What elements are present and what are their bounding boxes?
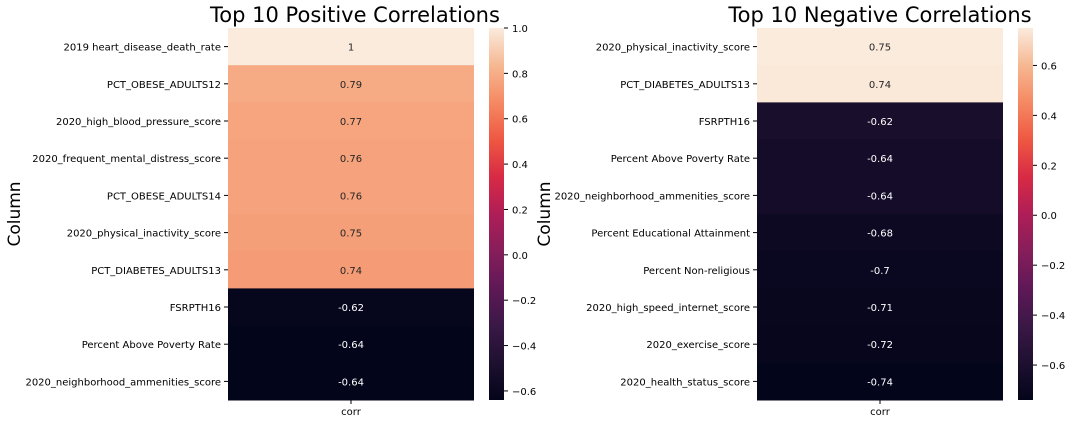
heatmap-cell — [757, 251, 1003, 289]
cell-annotation: 0.79 — [340, 80, 362, 91]
colorbar — [1018, 28, 1033, 400]
heatmap-cell — [228, 102, 474, 141]
heatmap-cell — [757, 362, 1003, 401]
y-tick-label: 2020_physical_inactivity_score — [596, 43, 750, 54]
cell-annotation: -0.72 — [867, 340, 893, 351]
y-tick-label: 2020_high_blood_pressure_score — [56, 117, 221, 128]
heatmap-cell — [757, 102, 1003, 141]
heatmap-cell — [228, 139, 474, 178]
chart-title: Top 10 Negative Correlations — [727, 3, 1031, 27]
x-tick-label: corr — [341, 407, 362, 418]
colorbar-tick-label: 0.4 — [512, 160, 528, 171]
y-tick-label: PCT_OBESE_ADULTS12 — [107, 80, 221, 91]
heatmap-cell — [228, 288, 474, 327]
heatmap-cell — [757, 214, 1003, 252]
heatmap-cell — [757, 65, 1003, 103]
y-tick-label: Percent Educational Attainment — [591, 229, 750, 240]
cell-annotation: 0.76 — [340, 191, 362, 202]
y-tick-label: FSRPTH16 — [170, 303, 221, 314]
colorbar-tick-label: 0.2 — [1041, 161, 1057, 172]
y-tick-label: FSRPTH16 — [699, 117, 750, 128]
y-tick-label: Percent Above Poverty Rate — [611, 154, 750, 165]
cell-annotation: 0.74 — [869, 80, 891, 91]
y-axis-label: Column — [535, 181, 555, 246]
colorbar-tick-label: 0.8 — [512, 69, 528, 80]
cell-annotation: -0.64 — [867, 154, 893, 165]
colorbar-tick-label: 0.0 — [1041, 211, 1057, 222]
heatmap-cell — [228, 176, 474, 215]
heatmap-cell — [757, 176, 1003, 215]
y-tick-label: 2020_exercise_score — [646, 340, 750, 351]
colorbar-tick-label: −0.2 — [1041, 261, 1065, 272]
cell-annotation: -0.62 — [867, 117, 893, 128]
x-tick-label: corr — [870, 407, 891, 418]
heatmap-cell — [757, 325, 1003, 364]
cell-annotation: 1 — [348, 43, 354, 54]
y-tick-label: 2020_frequent_mental_distress_score — [32, 154, 221, 165]
y-tick-label: 2019 heart_disease_death_rate — [64, 43, 221, 54]
heatmap-cell — [228, 362, 474, 401]
heatmap-cell — [228, 325, 474, 364]
heatmap-cell — [228, 251, 474, 289]
y-tick-label: 2020_neighborhood_ammenities_score — [554, 191, 750, 202]
cell-annotation: -0.71 — [867, 303, 893, 314]
y-tick-label: 2020_neighborhood_ammenities_score — [25, 377, 221, 388]
colorbar-tick-label: 0.6 — [1041, 61, 1057, 72]
heatmap-cell — [228, 65, 474, 103]
y-tick-label: PCT_DIABETES_ADULTS13 — [91, 266, 221, 277]
colorbar — [489, 28, 504, 400]
colorbar-tick-label: 0.2 — [512, 205, 528, 216]
colorbar-tick-label: −0.2 — [512, 296, 536, 307]
chart-title: Top 10 Positive Correlations — [209, 3, 500, 27]
colorbar-tick-label: 1.0 — [512, 24, 528, 35]
cell-annotation: 0.75 — [340, 229, 362, 240]
colorbar-tick-label: 0.6 — [512, 115, 528, 126]
colorbar-tick-label: −0.4 — [1041, 311, 1065, 322]
cell-annotation: 0.74 — [340, 266, 362, 277]
heatmap-cell — [757, 288, 1003, 327]
y-tick-label: 2020_physical_inactivity_score — [67, 229, 221, 240]
cell-annotation: -0.74 — [867, 377, 893, 388]
cell-annotation: -0.64 — [338, 377, 364, 388]
y-tick-label: Percent Above Poverty Rate — [82, 340, 221, 351]
heatmap-panel-2: Top 10 Negative Correlations Column 0.75 20… — [535, 3, 1065, 418]
y-tick-label: 2020_high_speed_internet_score — [586, 303, 750, 314]
colorbar-tick-label: 0.4 — [1041, 111, 1057, 122]
cell-annotation: 0.75 — [869, 43, 891, 54]
y-axis-label: Column — [5, 181, 25, 246]
heatmap-cell — [757, 28, 1003, 66]
y-tick-label: Percent Non-religious — [643, 266, 750, 277]
colorbar-tick-label: −0.6 — [512, 387, 536, 398]
y-tick-label: PCT_OBESE_ADULTS14 — [107, 191, 221, 202]
cell-annotation: 0.77 — [340, 117, 362, 128]
cell-annotation: -0.62 — [338, 303, 364, 314]
cell-annotation: 0.76 — [340, 154, 362, 165]
colorbar-tick-label: −0.4 — [512, 342, 536, 353]
y-tick-label: 2020_health_status_score — [620, 377, 750, 388]
colorbar-tick-label: 0.0 — [512, 251, 528, 262]
heatmap-panel-1: Top 10 Positive Correlations Column 1 2019 … — [5, 3, 536, 418]
cell-annotation: -0.68 — [867, 229, 893, 240]
heatmap-cell — [757, 139, 1003, 178]
heatmap-cell — [228, 28, 474, 66]
cell-annotation: -0.64 — [338, 340, 364, 351]
cell-annotation: -0.64 — [867, 191, 893, 202]
y-tick-label: PCT_DIABETES_ADULTS13 — [620, 80, 750, 91]
cell-annotation: -0.7 — [870, 266, 890, 277]
heatmap-cell — [228, 214, 474, 252]
colorbar-tick-label: −0.6 — [1041, 361, 1065, 372]
